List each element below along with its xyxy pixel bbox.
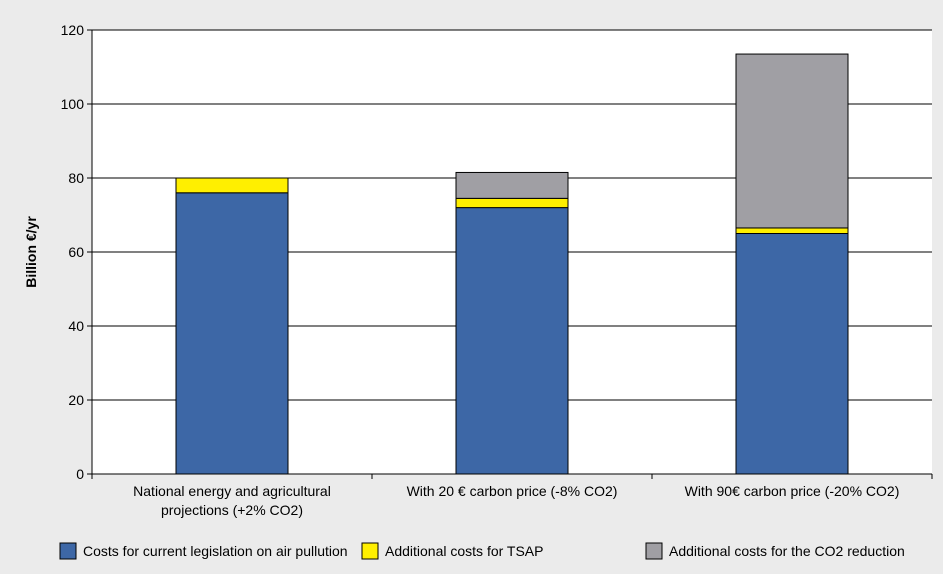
x-tick-label: projections (+2% CO2)	[161, 502, 303, 518]
legend: Costs for current legislation on air pul…	[59, 542, 905, 560]
bar-segment	[735, 227, 849, 234]
bar-segment	[735, 233, 849, 475]
y-tick-label: 0	[76, 466, 84, 482]
bar-segment	[175, 177, 289, 194]
legend-swatch	[645, 542, 663, 560]
x-tick-label: With 90€ carbon price (-20% CO2)	[685, 483, 900, 499]
bar-segment	[455, 197, 569, 209]
bar-segment	[735, 53, 849, 229]
y-tick-label: 100	[61, 96, 85, 112]
y-tick-label: 120	[61, 22, 85, 38]
bar-segment	[455, 171, 569, 199]
legend-swatch	[59, 542, 77, 560]
bars	[175, 53, 849, 475]
legend-swatch	[361, 542, 379, 560]
legend-label: Additional costs for TSAP	[385, 543, 543, 559]
y-axis-label: Billion €/yr	[23, 216, 39, 288]
y-tick-label: 80	[68, 170, 84, 186]
x-axis-ticks: National energy and agricultural projecti…	[91, 474, 933, 518]
x-tick-label: With 20 € carbon price (-8% CO2)	[407, 483, 618, 499]
bar-segment	[455, 207, 569, 475]
y-tick-label: 40	[68, 318, 84, 334]
x-tick-label: National energy and agricultural	[133, 483, 331, 499]
y-tick-label: 20	[68, 392, 84, 408]
y-axis-ticks: 0 20 40 60 80 100 120	[61, 22, 92, 482]
legend-label: Costs for current legislation on air pul…	[83, 543, 348, 559]
y-tick-label: 60	[68, 244, 84, 260]
legend-label: Additional costs for the CO2 reduction	[669, 543, 905, 559]
bar-segment	[175, 192, 289, 475]
